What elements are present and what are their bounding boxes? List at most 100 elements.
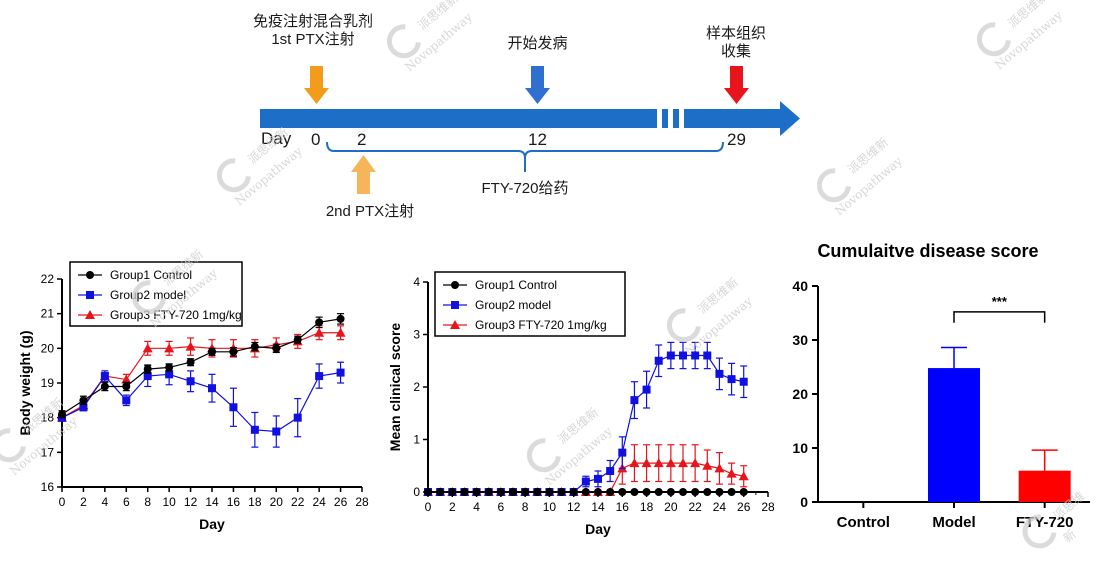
timeline-break bbox=[668, 105, 673, 132]
legend-marker bbox=[451, 281, 459, 289]
x-tick-label: 24 bbox=[713, 500, 727, 514]
data-point bbox=[630, 488, 639, 496]
data-point bbox=[738, 471, 749, 481]
y-tick-label: 18 bbox=[41, 411, 55, 425]
data-point bbox=[594, 488, 602, 496]
legend-marker bbox=[450, 320, 460, 329]
x-tick-label: 14 bbox=[591, 500, 605, 514]
x-tick-label: 16 bbox=[227, 495, 241, 509]
y-tick-label: 3 bbox=[413, 328, 420, 342]
data-point bbox=[679, 351, 687, 360]
data-point bbox=[58, 410, 66, 419]
data-point bbox=[315, 318, 324, 327]
x-axis-label: Day bbox=[199, 516, 225, 532]
data-point bbox=[653, 458, 664, 468]
data-point bbox=[293, 335, 302, 344]
legend-label: Group1 Control bbox=[110, 268, 192, 282]
data-point bbox=[703, 351, 712, 360]
series-group2-model bbox=[58, 361, 345, 448]
data-point bbox=[703, 488, 712, 496]
data-point bbox=[739, 377, 748, 386]
data-point bbox=[272, 427, 281, 436]
timeline-arrowhead bbox=[780, 101, 800, 136]
x-tick-label: 26 bbox=[737, 500, 751, 514]
data-point bbox=[185, 341, 196, 351]
data-point bbox=[545, 488, 554, 496]
data-point bbox=[702, 460, 713, 470]
data-point bbox=[79, 396, 88, 405]
event-label-line: 1st PTX注射 bbox=[271, 31, 355, 48]
day-axis-label: Day bbox=[261, 129, 292, 148]
cumulative-score-chart: Cumulaitve disease score 0 10 20 30 40 Control… bbox=[792, 241, 1090, 531]
event-label-line: 免疫注射混合乳剂 bbox=[252, 13, 373, 30]
x-tick-label: 10 bbox=[543, 500, 557, 514]
data-point bbox=[594, 474, 602, 483]
event-label-2nd-ptx: 2nd PTX注射 bbox=[325, 203, 415, 220]
y-tick-label: 10 bbox=[792, 440, 808, 456]
data-point bbox=[186, 377, 195, 386]
x-tick-label: 14 bbox=[205, 495, 219, 509]
data-point bbox=[715, 488, 724, 496]
x-tick-label: 6 bbox=[123, 495, 130, 509]
data-point bbox=[715, 369, 724, 378]
y-tick-label: 22 bbox=[41, 272, 55, 286]
significance-bracket bbox=[953, 311, 1046, 323]
event-label-onset: 开始发病 bbox=[507, 35, 568, 52]
timeline-bar bbox=[260, 109, 780, 128]
data-point bbox=[121, 374, 132, 384]
legend: Group1 Control Group2 model Group3 FTY-720… bbox=[434, 271, 626, 337]
x-tick-label: 28 bbox=[355, 495, 369, 509]
event-label-line: 样本组织 bbox=[705, 25, 766, 42]
data-point bbox=[165, 370, 174, 379]
timeline-break bbox=[657, 105, 662, 132]
data-point bbox=[122, 382, 131, 391]
legend-marker bbox=[86, 291, 94, 299]
data-point bbox=[727, 375, 736, 384]
y-axis-label: Body weight (g) bbox=[17, 331, 33, 436]
data-point bbox=[509, 488, 517, 496]
data-point bbox=[739, 488, 748, 496]
data-point bbox=[654, 356, 663, 365]
data-point bbox=[250, 425, 259, 434]
data-point bbox=[424, 488, 432, 496]
data-point bbox=[164, 343, 175, 353]
data-point bbox=[618, 488, 627, 496]
data-point bbox=[665, 458, 676, 468]
legend-label: Group1 Control bbox=[475, 278, 557, 292]
y-tick-label: 30 bbox=[792, 332, 808, 348]
bracket-label: FTY-720给药 bbox=[481, 180, 569, 197]
data-point bbox=[569, 488, 578, 496]
x-tick-label: 2 bbox=[80, 495, 87, 509]
significance-label: *** bbox=[992, 294, 1008, 309]
y-tick-label: 0 bbox=[413, 485, 420, 499]
data-point bbox=[641, 458, 652, 468]
data-point bbox=[726, 468, 737, 478]
data-point bbox=[79, 403, 88, 412]
y-axis-label: Mean clinical score bbox=[387, 323, 403, 452]
y-tick-label: 4 bbox=[413, 275, 420, 289]
data-point bbox=[496, 488, 505, 496]
bar-model bbox=[928, 368, 980, 502]
timeline-graphic bbox=[260, 66, 800, 194]
data-point bbox=[557, 488, 566, 496]
data-point bbox=[629, 458, 640, 468]
data-point bbox=[690, 458, 701, 468]
data-point bbox=[714, 463, 725, 473]
series-group1-control bbox=[58, 313, 345, 419]
data-point bbox=[533, 488, 542, 496]
data-point bbox=[293, 413, 302, 422]
series-group3-fty-720-1mg-kg bbox=[57, 325, 346, 422]
x-tick-label: 26 bbox=[334, 495, 348, 509]
data-point bbox=[336, 368, 345, 377]
bar-fty-720 bbox=[1018, 470, 1071, 502]
data-point bbox=[314, 327, 325, 337]
data-point bbox=[250, 342, 259, 351]
data-point bbox=[581, 488, 590, 496]
x-tick-label: 28 bbox=[761, 500, 775, 514]
data-point bbox=[143, 365, 152, 374]
data-point bbox=[521, 488, 530, 496]
data-point bbox=[642, 488, 651, 496]
data-point bbox=[208, 347, 216, 356]
legend: Group1 Control Group2 model Group3 FTY-720… bbox=[69, 261, 243, 327]
